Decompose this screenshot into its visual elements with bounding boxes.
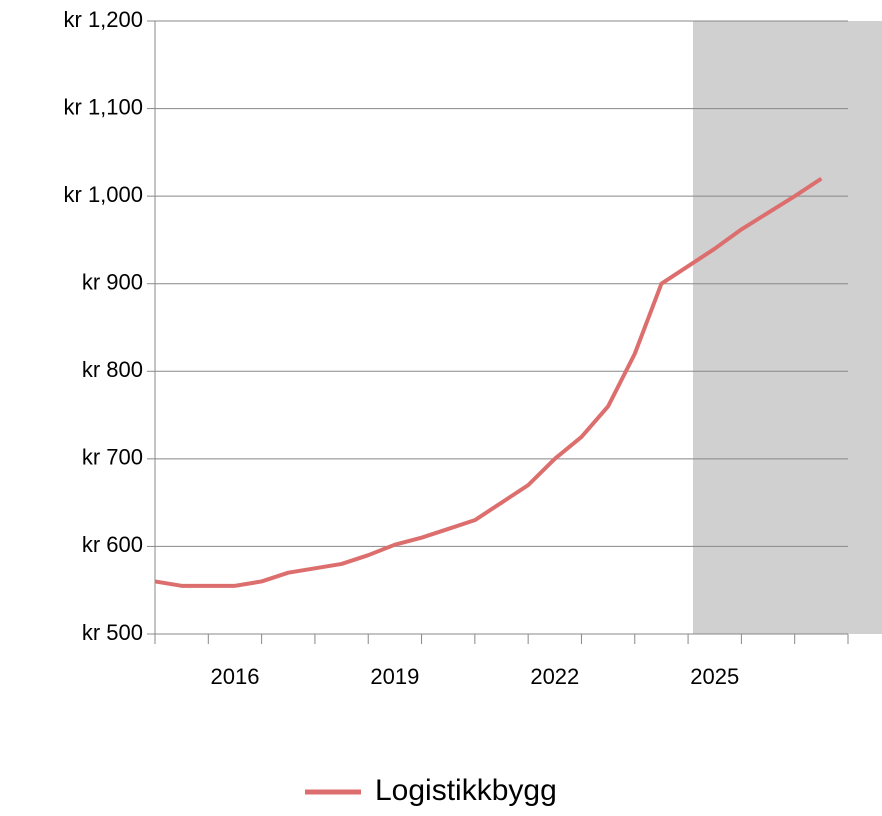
y-tick-label: kr 1,200 <box>64 7 144 32</box>
x-tick-label: 2016 <box>210 664 259 689</box>
y-tick-label: kr 1,000 <box>64 182 144 207</box>
x-tick-label: 2019 <box>370 664 419 689</box>
x-tick-label: 2022 <box>530 664 579 689</box>
y-tick-label: kr 600 <box>82 532 143 557</box>
y-tick-label: kr 900 <box>82 270 143 295</box>
forecast-shade <box>693 21 882 634</box>
y-tick-label: kr 500 <box>82 620 143 645</box>
legend-label: Logistikkbygg <box>375 774 557 807</box>
y-tick-label: kr 800 <box>82 357 143 382</box>
line-series <box>154 176 823 588</box>
y-tick-label: kr 700 <box>82 445 143 470</box>
y-tick-label: kr 1,100 <box>64 94 144 119</box>
x-tick-label: 2025 <box>690 664 739 689</box>
